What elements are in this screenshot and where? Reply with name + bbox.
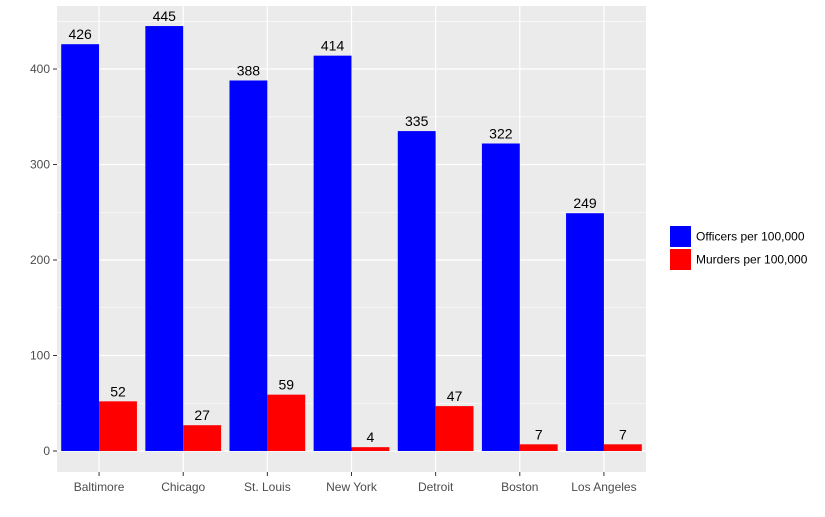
data-label: 59 — [279, 377, 295, 393]
bar — [603, 444, 642, 451]
bar — [519, 444, 558, 451]
legend-key — [670, 226, 691, 247]
legend-key — [670, 249, 691, 270]
y-tick-label: 100 — [30, 349, 50, 363]
y-tick-label: 400 — [30, 62, 50, 76]
bar — [351, 447, 390, 451]
bar — [183, 425, 222, 451]
bar — [267, 394, 306, 451]
bar — [229, 80, 268, 451]
x-tick-label: Boston — [501, 480, 538, 494]
x-tick-label: St. Louis — [244, 480, 291, 494]
y-tick-label: 300 — [30, 158, 50, 172]
bar — [313, 55, 352, 451]
data-label: 414 — [321, 38, 345, 54]
data-label: 322 — [489, 126, 513, 142]
bar — [566, 213, 604, 451]
x-axis: Baltimore Chicago St. Louis New York Detroit… — [74, 472, 637, 494]
x-tick-label: Chicago — [161, 480, 205, 494]
data-label: 388 — [237, 62, 261, 78]
bar — [481, 143, 520, 451]
data-label: 249 — [573, 195, 597, 211]
bar — [61, 44, 100, 451]
x-tick-label: Detroit — [418, 480, 454, 494]
legend-label: Officers per 100,000 — [696, 230, 805, 244]
bars — [61, 26, 642, 451]
legend-label: Murders per 100,000 — [696, 253, 808, 267]
data-label: 27 — [194, 407, 210, 423]
data-label: 52 — [110, 383, 126, 399]
x-tick-label: Los Angeles — [571, 480, 636, 494]
data-label: 7 — [619, 426, 627, 442]
y-axis: 0 100 200 300 400 — [30, 62, 57, 458]
bar — [99, 401, 137, 451]
y-tick-label: 200 — [30, 253, 50, 267]
data-label: 445 — [153, 8, 177, 24]
data-label: 426 — [68, 26, 92, 42]
y-tick-label: 0 — [43, 444, 50, 458]
bar — [145, 26, 184, 451]
bar — [435, 406, 474, 451]
x-tick-label: New York — [326, 480, 378, 494]
x-tick-label: Baltimore — [74, 480, 125, 494]
data-labels: 426 52 445 27 388 59 414 4 335 47 322 7 249 7 — [68, 8, 627, 445]
data-label: 4 — [367, 429, 375, 445]
data-label: 335 — [405, 113, 429, 129]
bar — [397, 131, 436, 451]
data-label: 47 — [447, 388, 463, 404]
data-label: 7 — [535, 426, 543, 442]
legend: Officers per 100,000 Murders per 100,000 — [670, 226, 808, 270]
